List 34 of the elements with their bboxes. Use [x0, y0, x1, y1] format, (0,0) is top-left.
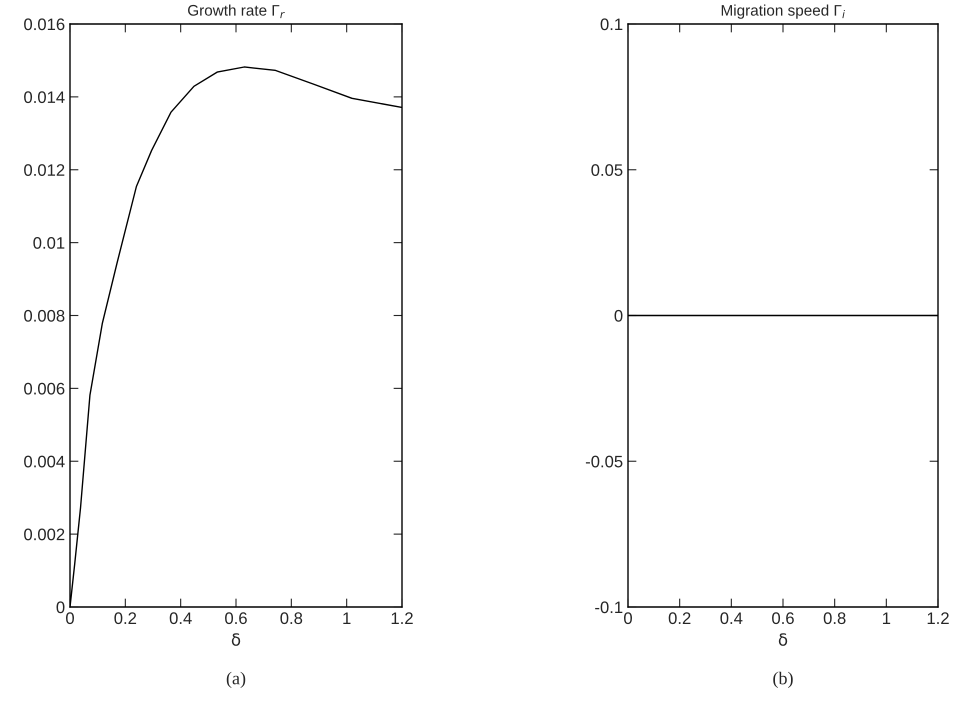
text: (b) — [773, 672, 793, 688]
x-tick-label: 1.2 — [392, 612, 413, 624]
x-tick-label: 0 — [624, 612, 632, 624]
y-tick-label: 0 — [614, 310, 622, 322]
chart-title: Growth rate Γ$_{r}$ — [188, 4, 285, 18]
y-tick-label: 0.008 — [24, 310, 64, 322]
y-tick-label: -0.05 — [586, 456, 622, 468]
text: (a) — [226, 672, 246, 688]
x-tick-label: 0.6 — [772, 612, 794, 624]
x-tick-label: 1 — [882, 612, 890, 624]
y-tick-label: 0.012 — [24, 164, 64, 176]
y-tick-label: 0 — [56, 601, 64, 614]
y-tick-label: 0.01 — [33, 237, 64, 249]
chart-title: Migration speed Γ$_{i}$ — [722, 4, 845, 19]
x-tick-label: 1.2 — [928, 612, 949, 624]
x-axis-title: δ — [232, 633, 240, 646]
y-tick-label: 0.05 — [591, 164, 622, 176]
y-tick-label: 0.002 — [24, 528, 64, 540]
x-tick-label: 0.8 — [824, 612, 846, 624]
y-tick-label: 0.014 — [24, 91, 65, 104]
y-tick-label: 0.006 — [24, 382, 64, 395]
y-tick-label: 0.004 — [24, 456, 65, 468]
x-tick-label: 0.4 — [170, 612, 192, 624]
y-tick-label: 0.1 — [600, 18, 622, 30]
x-tick-label: 0.2 — [668, 612, 690, 624]
x-tick-label: 0 — [66, 612, 74, 624]
x-tick-label: 0.2 — [114, 612, 136, 624]
y-tick-label: 0.016 — [24, 18, 64, 30]
x-tick-label: 0.4 — [720, 612, 742, 624]
x-axis-title: δ — [778, 633, 788, 646]
x-tick-label: 0.6 — [225, 612, 247, 624]
x-tick-label: 0.8 — [280, 612, 302, 624]
x-tick-label: 1 — [343, 612, 350, 624]
y-tick-label: -0.1 — [595, 601, 622, 614]
